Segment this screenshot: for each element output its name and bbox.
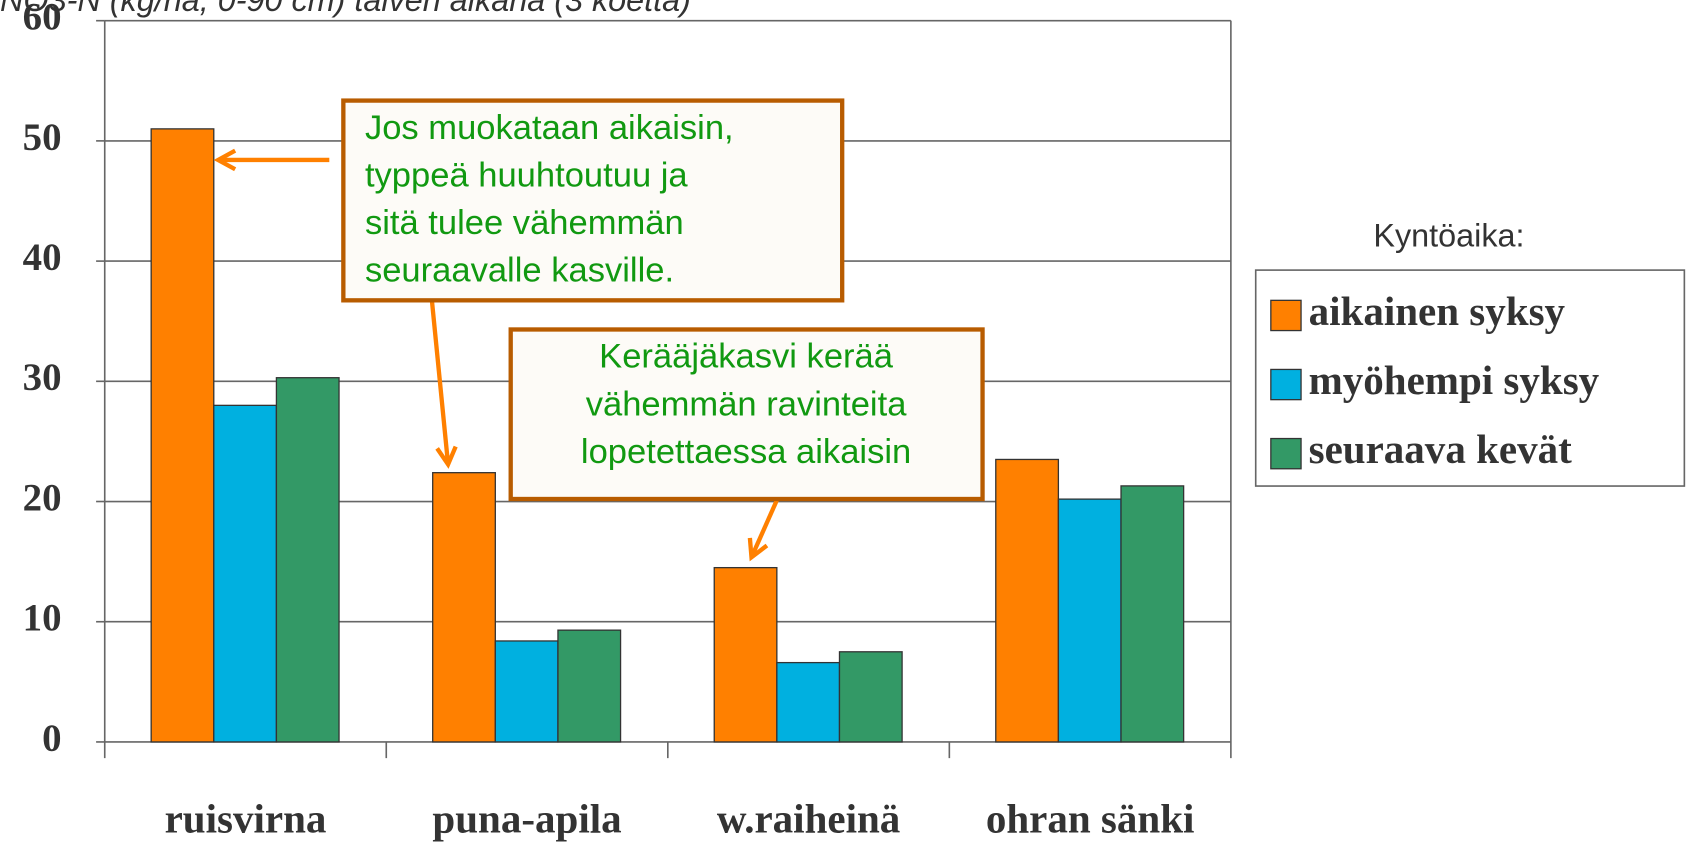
legend-label: seuraava kevät (1309, 426, 1572, 472)
annotation-text: Kerääjäkasvi kerää (599, 338, 894, 376)
annotation-box (508, 327, 985, 502)
bar (995, 458, 1060, 743)
legend-label: aikainen syksy (1309, 288, 1566, 334)
legend-label: myöhempi syksy (1309, 357, 1600, 403)
annotation-text: typpeä huuhtoutuu ja (365, 156, 688, 194)
bar (432, 472, 496, 743)
bar (713, 566, 778, 743)
annotation-arrow (429, 300, 451, 465)
legend-swatch (1270, 368, 1302, 401)
x-tick-label: w.raiheinä (717, 795, 900, 841)
y-tick-label: 60 (23, 0, 62, 39)
bar (557, 629, 622, 743)
x-tick-label: puna-apila (432, 795, 621, 841)
annotation-arrow (749, 498, 780, 559)
legend-swatch (1270, 437, 1302, 470)
bar (1057, 498, 1122, 743)
x-tick-label: ohran sänki (986, 795, 1195, 841)
annotation-text: sitä tulee vähemmän (365, 204, 684, 242)
annotation-text: lopetettaessa aikaisin (581, 433, 911, 471)
bar (275, 377, 340, 743)
y-tick-label: 50 (23, 116, 62, 159)
x-tick-label: ruisvirna (165, 795, 327, 841)
y-tick-label: 10 (23, 597, 62, 640)
y-tick-label: 40 (23, 236, 62, 279)
chart-title: NO3-N (kg/ha, 0-90 cm) talven aikana (3 … (0, 0, 691, 18)
arrow-head (213, 148, 237, 172)
arrow-head (435, 445, 458, 469)
legend-box (1254, 269, 1686, 487)
bar (150, 128, 215, 743)
legend-swatch (1270, 299, 1302, 332)
annotation-box (341, 98, 845, 303)
annotation-text: Jos muokataan aikaisin, (365, 109, 734, 147)
y-tick-label: 0 (42, 717, 61, 760)
annotation-text: seuraavalle kasville. (365, 251, 674, 289)
y-tick-label: 30 (23, 356, 62, 399)
y-tick-label: 20 (23, 476, 62, 519)
bar (1120, 485, 1185, 743)
bar (838, 651, 903, 743)
legend-title: Kyntöaika: (1373, 217, 1524, 253)
bar (776, 661, 841, 743)
bar (494, 640, 559, 743)
annotation-text: vähemmän ravinteita (586, 385, 907, 423)
arrow-head (747, 537, 769, 562)
bar (213, 404, 278, 743)
